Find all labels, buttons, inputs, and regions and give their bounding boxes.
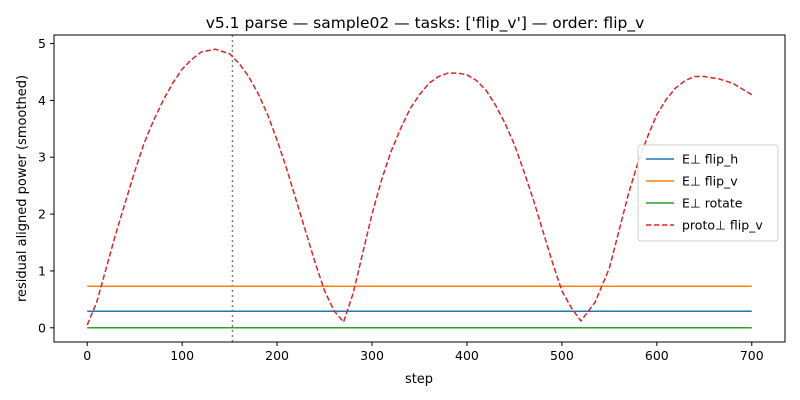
legend-entry: E⊥ flip_v xyxy=(682,174,738,189)
y-tick-label: 3 xyxy=(38,150,46,165)
x-tick-label: 600 xyxy=(645,348,669,363)
x-tick-label: 300 xyxy=(360,348,384,363)
legend-box xyxy=(637,144,779,242)
x-tick-label: 400 xyxy=(455,348,479,363)
series-layer xyxy=(86,48,753,329)
y-tick-label: 0 xyxy=(38,320,46,335)
x-axis-label: step xyxy=(405,372,433,387)
chart-title: v5.1 parse — sample02 — tasks: ['flip_v'… xyxy=(206,14,645,33)
y-axis-label: residual aligned power (smoothed) xyxy=(15,75,30,302)
legend-entry: proto⊥ flip_v xyxy=(682,218,763,233)
x-tick-label: 500 xyxy=(550,348,574,363)
x-tick-label: 100 xyxy=(170,348,194,363)
y-tick-label: 1 xyxy=(38,263,46,278)
legend-entry: E⊥ flip_h xyxy=(682,152,738,167)
plot-frame xyxy=(53,34,786,343)
x-tick-label: 0 xyxy=(83,348,91,363)
y-tick-label: 4 xyxy=(38,93,46,108)
legend: E⊥ flip_h E⊥ flip_v E⊥ rotate proto⊥ flip_v xyxy=(637,144,779,242)
legend-entry: E⊥ rotate xyxy=(682,196,743,211)
x-axis: 0 100 200 300 400 500 600 700 xyxy=(83,342,764,363)
series-line-3 xyxy=(86,48,753,326)
y-axis: 0 1 2 3 4 5 xyxy=(38,36,54,335)
x-tick-label: 700 xyxy=(740,348,764,363)
y-tick-label: 2 xyxy=(38,207,46,222)
x-tick-label: 200 xyxy=(265,348,289,363)
y-tick-label: 5 xyxy=(38,36,46,51)
